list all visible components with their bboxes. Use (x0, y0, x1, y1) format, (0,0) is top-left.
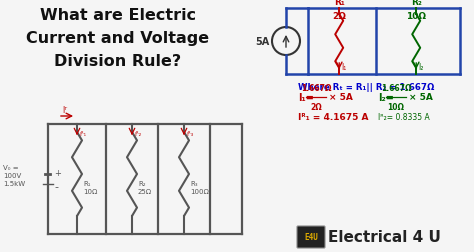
Text: R₁
10Ω: R₁ 10Ω (83, 181, 97, 194)
Text: R₁: R₁ (334, 0, 345, 7)
Text: I₁: I₁ (341, 63, 346, 72)
Text: Iᵀ: Iᵀ (62, 106, 67, 115)
Text: × 5A: × 5A (329, 93, 353, 102)
Text: -: - (54, 181, 58, 191)
Text: Iᴿ₂= 0.8335 A: Iᴿ₂= 0.8335 A (378, 113, 430, 121)
Text: R₃
100Ω: R₃ 100Ω (190, 181, 209, 194)
Text: Current and Voltage: Current and Voltage (27, 31, 210, 46)
Text: +: + (54, 168, 61, 177)
Text: 2Ω: 2Ω (310, 103, 322, 112)
Text: Where Rₜ = R₁|| R₂ = 1.667Ω: Where Rₜ = R₁|| R₂ = 1.667Ω (298, 83, 434, 92)
Text: 10Ω: 10Ω (406, 12, 426, 21)
Text: What are Electric: What are Electric (40, 8, 196, 23)
Text: 1.667Ω: 1.667Ω (301, 84, 331, 93)
Text: 1.667Ω: 1.667Ω (381, 84, 411, 93)
Text: Electrical 4 U: Electrical 4 U (328, 230, 441, 244)
Text: V₀ =
100V
1.5kW: V₀ = 100V 1.5kW (3, 165, 25, 186)
Text: R₂
25Ω: R₂ 25Ω (138, 181, 152, 194)
Text: R₂: R₂ (411, 0, 422, 7)
Text: Iᴿ₁: Iᴿ₁ (79, 132, 86, 137)
Text: Division Rule?: Division Rule? (55, 54, 182, 69)
Text: I₂=: I₂= (378, 93, 394, 103)
Text: 2Ω: 2Ω (332, 12, 346, 21)
Text: × 5A: × 5A (409, 93, 433, 102)
Text: E4U: E4U (304, 233, 318, 241)
Text: Iᴿ₂: Iᴿ₂ (134, 132, 141, 137)
Text: I₂: I₂ (418, 63, 424, 72)
Text: 5A: 5A (256, 37, 270, 47)
Text: 10Ω: 10Ω (388, 103, 404, 112)
FancyBboxPatch shape (297, 226, 325, 248)
Text: Iᴿ₃: Iᴿ₃ (186, 132, 193, 137)
Text: I₁=: I₁= (298, 93, 314, 103)
Text: Iᴿ₁ = 4.1675 A: Iᴿ₁ = 4.1675 A (298, 113, 368, 121)
